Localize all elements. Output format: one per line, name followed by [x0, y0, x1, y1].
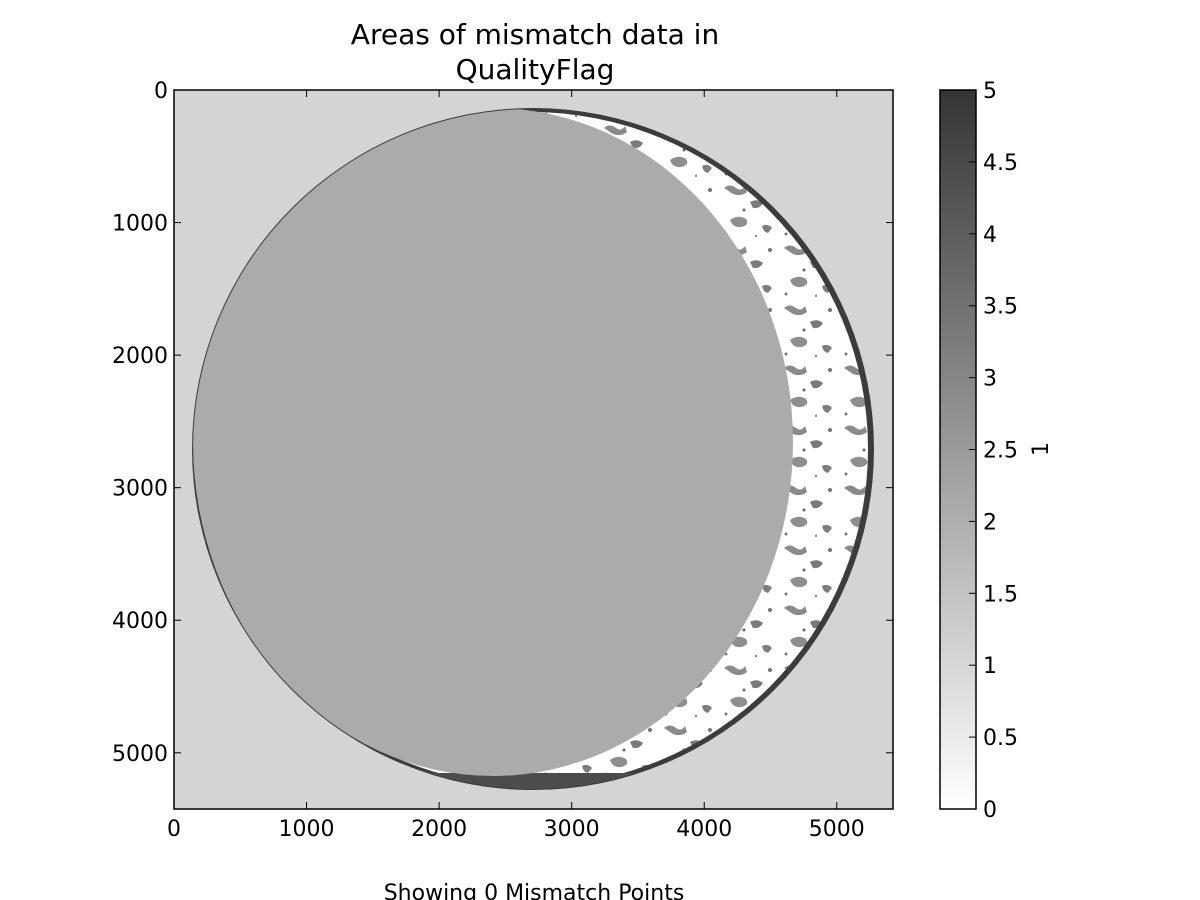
x-tick-label: 3000	[544, 817, 600, 842]
axes-frame	[173, 89, 894, 810]
y-tick-label: 4000	[112, 609, 168, 634]
earth-disk	[192, 108, 874, 790]
colorbar-tick-label: 4	[983, 223, 997, 248]
colorbar-ticks: 0 0.5 1 1.5 2 2.5 3 3.5 4 4.5 5	[969, 79, 1018, 823]
colorbar-tick-label: 3	[983, 367, 997, 392]
colorbar-tick-label: 0.5	[983, 726, 1018, 751]
y-tick-label: 1000	[112, 212, 168, 237]
chart-title-line-1: Areas of mismatch data in	[351, 18, 719, 51]
x-axis: 0 1000 2000 3000 4000 5000	[167, 90, 865, 842]
plot-area	[174, 90, 893, 809]
x-tick-label: 4000	[676, 817, 732, 842]
colorbar-tick-label: 4.5	[983, 151, 1018, 176]
x-tick-label: 5000	[809, 817, 865, 842]
y-tick-label: 0	[154, 79, 168, 104]
mismatch-caption: Showing 0 Mismatch Points	[384, 881, 685, 900]
colorbar-tick-label: 0	[983, 798, 997, 823]
colorbar-tick-label: 5	[983, 79, 997, 104]
y-tick-label: 5000	[112, 742, 168, 767]
colorbar-tick-label: 3.5	[983, 295, 1018, 320]
colorbar-tick-label: 1.5	[983, 582, 1018, 607]
disk-matched-region	[193, 109, 793, 776]
colorbar-label: 1	[1029, 442, 1054, 456]
y-axis: 0 1000 2000 3000 4000 5000	[112, 79, 893, 767]
colorbar-tick-label: 1	[983, 654, 997, 679]
colorbar-tick-label: 2.5	[983, 439, 1018, 464]
x-tick-label: 2000	[411, 817, 467, 842]
y-tick-label: 3000	[112, 477, 168, 502]
colorbar-tick-label: 2	[983, 510, 997, 535]
y-tick-label: 2000	[112, 344, 168, 369]
x-tick-label: 0	[167, 817, 181, 842]
chart-title-line-2: QualityFlag	[456, 53, 615, 86]
x-tick-label: 1000	[279, 817, 335, 842]
colorbar: 0 0.5 1 1.5 2 2.5 3 3.5 4 4.5 5 1	[939, 79, 1054, 823]
